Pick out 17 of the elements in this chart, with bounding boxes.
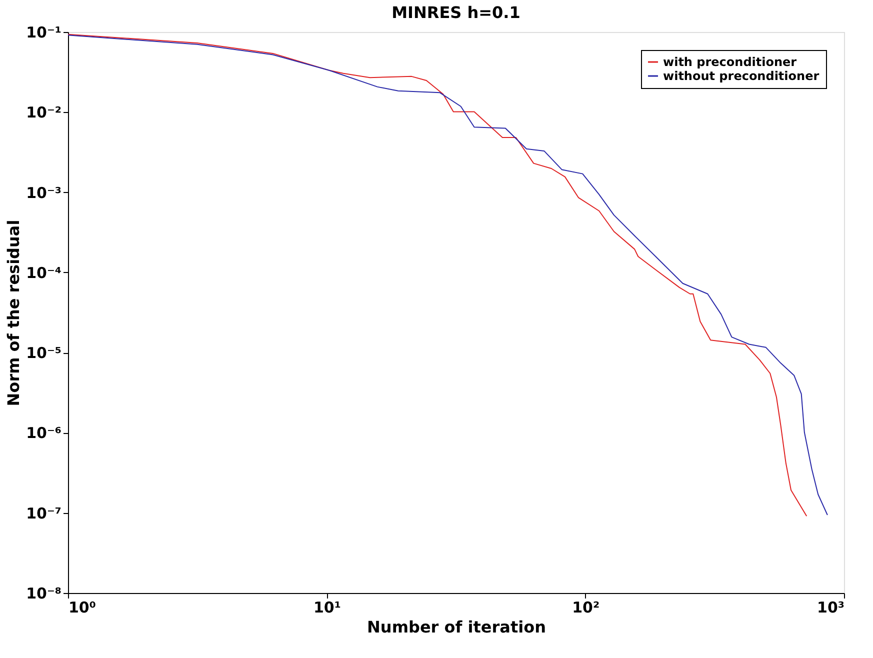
y-axis-title: Norm of the residual: [4, 220, 24, 406]
y-tick-label: 10⁻²: [26, 104, 62, 122]
x-tick-label: 10³: [817, 598, 844, 616]
legend-label: without preconditioner: [663, 69, 820, 83]
y-tick-label: 10⁻¹: [26, 24, 62, 42]
x-axis-title: Number of iteration: [367, 618, 546, 636]
chart-title: MINRES h=0.1: [392, 3, 520, 22]
y-tick-label: 10⁻⁷: [26, 504, 62, 522]
y-tick-label: 10⁻⁵: [26, 344, 62, 362]
y-tick-label: 10⁻⁸: [26, 584, 62, 602]
x-tick-label: 10²: [572, 598, 600, 616]
y-tick-label: 10⁻⁶: [26, 424, 62, 442]
x-tick-label: 10⁰: [68, 598, 96, 616]
legend-label: with preconditioner: [663, 55, 797, 69]
x-tick-label: 10¹: [313, 598, 341, 616]
y-tick-label: 10⁻⁴: [26, 264, 62, 282]
y-tick-label: 10⁻³: [26, 184, 62, 202]
